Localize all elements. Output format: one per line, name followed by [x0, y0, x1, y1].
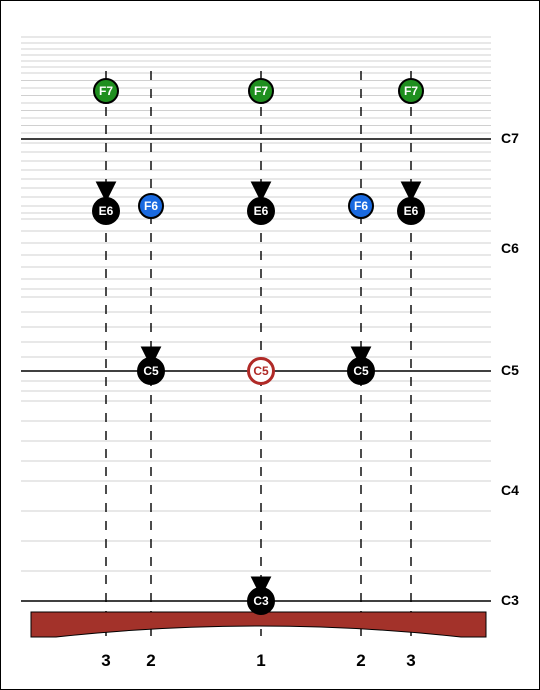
note-node: E6	[92, 197, 120, 225]
note-node: C5	[347, 357, 375, 385]
column-number: 3	[406, 651, 415, 671]
axis-label: C5	[501, 362, 519, 378]
note-node: C5	[137, 357, 165, 385]
note-node: C5	[247, 357, 275, 385]
note-node: C3	[247, 587, 275, 615]
note-node: F7	[398, 78, 424, 104]
column-number: 2	[146, 651, 155, 671]
axis-label: C7	[501, 130, 519, 146]
note-node: F6	[348, 193, 374, 219]
axis-label: C4	[501, 482, 519, 498]
axis-label: C3	[501, 592, 519, 608]
diagram-container: C7 C6 C5 C4 C3 F7 F7 F7 E6 E6 E6 F6 F6 C5 C5 C5 C3 3 2 1 2 3	[0, 0, 540, 690]
column-number: 1	[256, 651, 265, 671]
note-node: F7	[248, 78, 274, 104]
column-number: 2	[356, 651, 365, 671]
axis-label: C6	[501, 240, 519, 256]
note-node: E6	[397, 197, 425, 225]
note-node: F7	[93, 78, 119, 104]
note-node: F6	[138, 193, 164, 219]
diagram-svg	[1, 1, 540, 690]
note-node: E6	[247, 197, 275, 225]
column-number: 3	[101, 651, 110, 671]
